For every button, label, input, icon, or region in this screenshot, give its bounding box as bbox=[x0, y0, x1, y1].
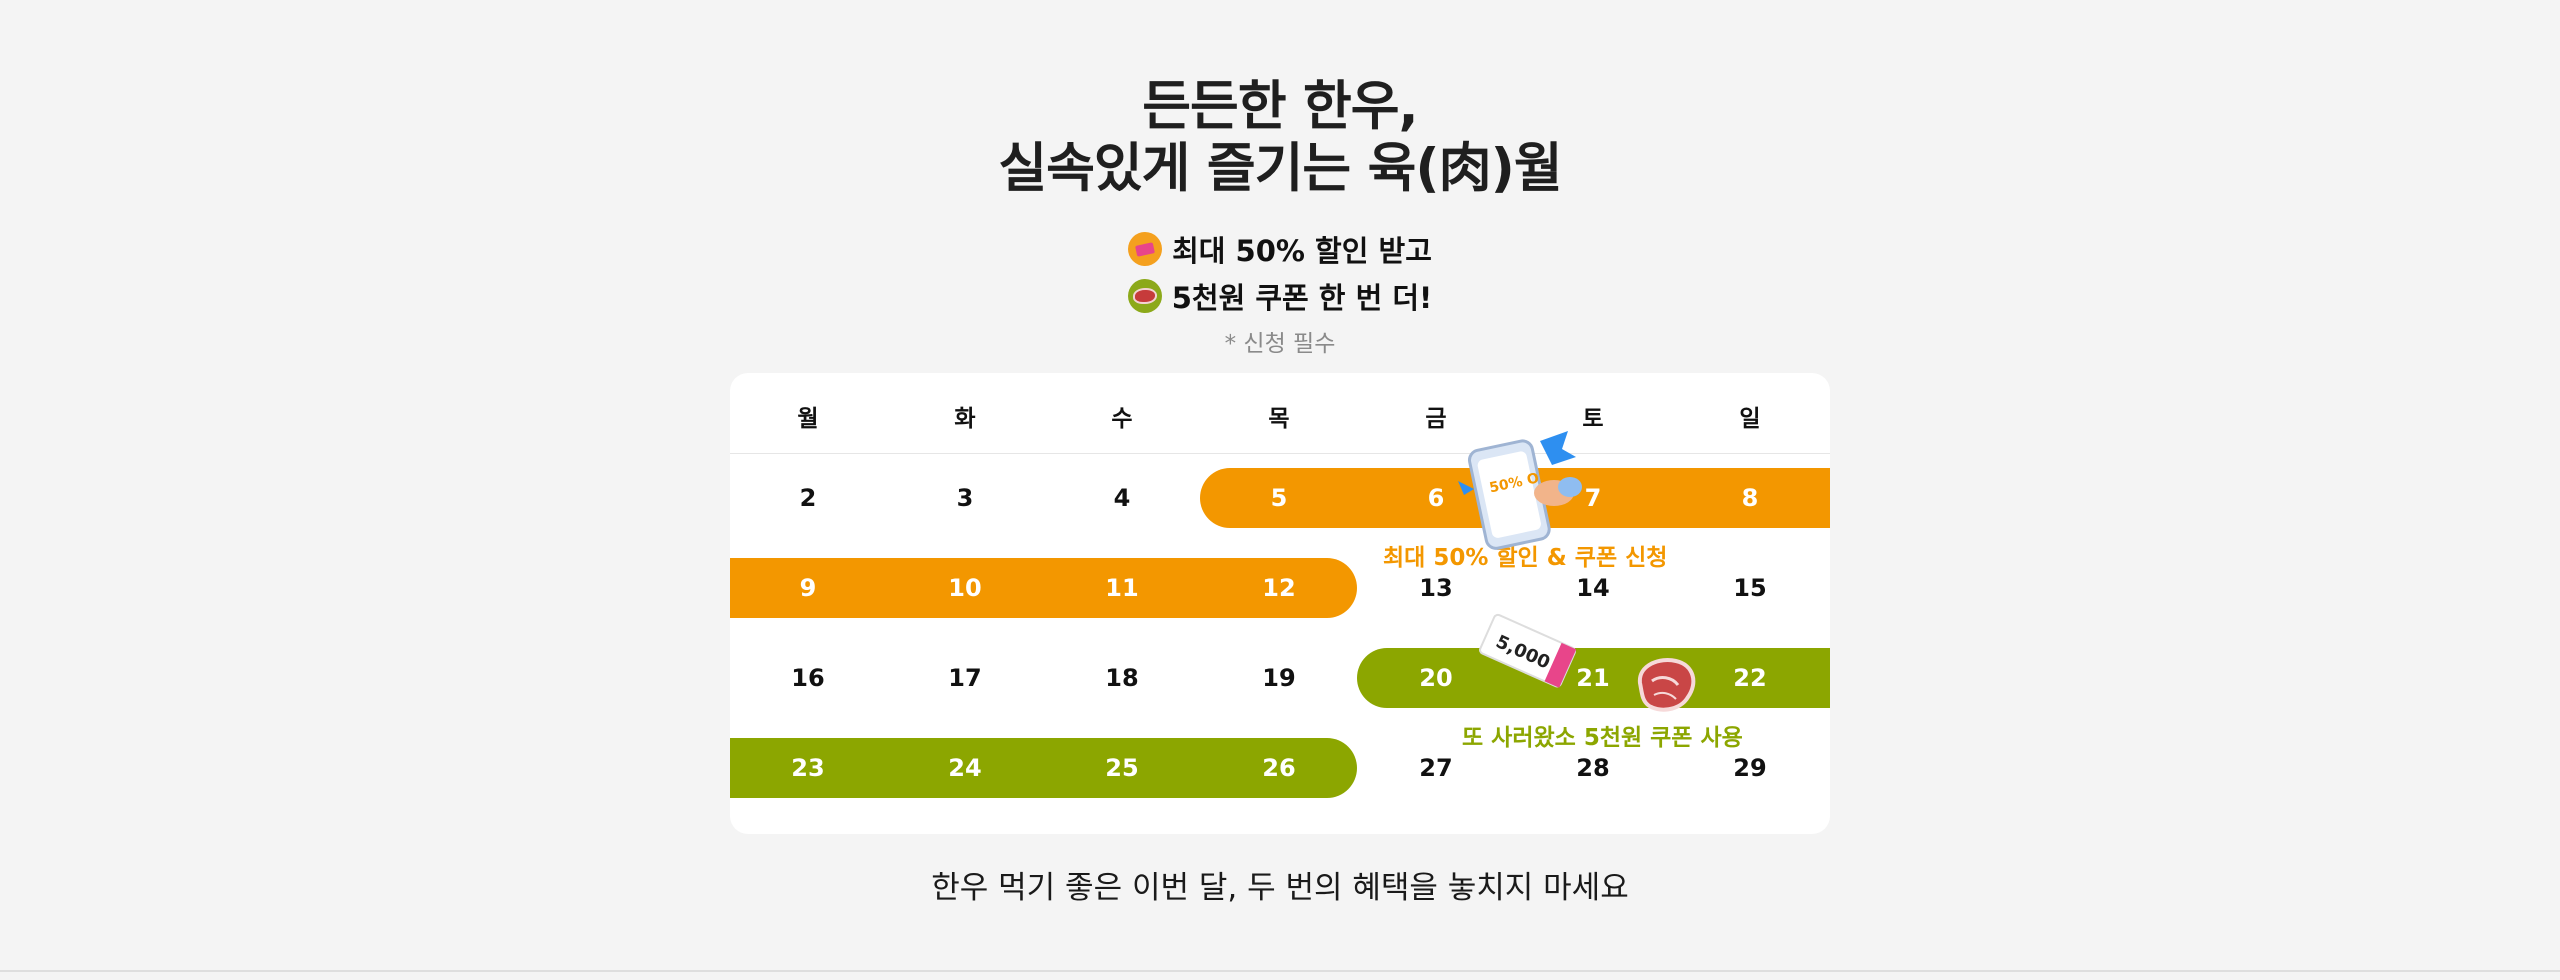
discount-period-band-continued bbox=[730, 558, 1357, 618]
discount-period-caption: 최대 50% 할인 & 쿠폰 신청 bbox=[1383, 545, 1668, 571]
weekday-wed: 수 bbox=[1111, 406, 1133, 432]
calendar-day: 18 bbox=[1105, 664, 1139, 692]
page-title: 든든한 한우, 실속있게 즐기는 육(肉)월 bbox=[0, 76, 2560, 200]
calendar-day-highlighted: 20 bbox=[1419, 664, 1453, 692]
weekday-sat: 토 bbox=[1582, 406, 1604, 432]
weekday-fri: 금 bbox=[1425, 406, 1447, 432]
application-required-note: * 신청 필수 bbox=[1224, 331, 1336, 357]
calendar-day-highlighted: 7 bbox=[1584, 484, 1602, 512]
hanwoo-meat-icon bbox=[1637, 658, 1696, 712]
calendar-day-highlighted: 8 bbox=[1741, 484, 1759, 512]
benefit-discount-text: 최대 50% 할인 받고 bbox=[1172, 234, 1432, 268]
calendar-day-highlighted: 5 bbox=[1270, 484, 1288, 512]
coupon-period-band bbox=[1357, 648, 1830, 708]
title-line-2: 실속있게 즐기는 육(肉)월 bbox=[998, 138, 1562, 199]
benefit-coupon-text: 5천원 쿠폰 한 번 더! bbox=[1171, 281, 1433, 315]
calendar-day-highlighted: 23 bbox=[791, 754, 825, 782]
title-line-1: 든든한 한우, bbox=[1142, 76, 1418, 137]
calendar-day: 28 bbox=[1576, 754, 1610, 782]
phone-coupon-icon: 50% OFF bbox=[1458, 431, 1582, 550]
calendar-day-highlighted: 25 bbox=[1105, 754, 1139, 782]
weekday-mon: 월 bbox=[797, 406, 819, 432]
calendar-day: 17 bbox=[948, 664, 982, 692]
calendar-day-highlighted: 26 bbox=[1262, 754, 1296, 782]
benefit-coupon: 5천원 쿠폰 한 번 더! bbox=[0, 275, 2560, 317]
calendar-day: 4 bbox=[1113, 484, 1131, 512]
calendar-day: 2 bbox=[799, 484, 817, 512]
weekday-sun: 일 bbox=[1739, 406, 1761, 432]
benefit-discount: 최대 50% 할인 받고 bbox=[0, 228, 2560, 270]
calendar-day-highlighted: 10 bbox=[948, 574, 982, 602]
calendar-day-highlighted: 21 bbox=[1576, 664, 1610, 692]
coupon-period-band-continued bbox=[730, 738, 1357, 798]
divider bbox=[0, 970, 2560, 972]
calendar-day: 15 bbox=[1733, 574, 1767, 602]
meat-icon bbox=[1127, 279, 1162, 313]
event-calendar: 월 화 수 목 금 토 일 2 3 4 5 6 7 8 9 10 11 12 1… bbox=[730, 373, 1830, 834]
discount-tag-icon bbox=[1128, 232, 1163, 266]
calendar-day: 14 bbox=[1576, 574, 1610, 602]
calendar-day: 13 bbox=[1419, 574, 1453, 602]
calendar-day-highlighted: 11 bbox=[1105, 574, 1139, 602]
calendar-day-highlighted: 6 bbox=[1427, 484, 1445, 512]
footer-message: 한우 먹기 좋은 이번 달, 두 번의 혜택을 놓치지 마세요 bbox=[931, 870, 1629, 906]
calendar-day-highlighted: 9 bbox=[799, 574, 817, 602]
calendar-day: 3 bbox=[956, 484, 974, 512]
calendar-day: 29 bbox=[1733, 754, 1767, 782]
weekday-thu: 목 bbox=[1268, 406, 1290, 432]
calendar-day-highlighted: 24 bbox=[948, 754, 982, 782]
coupon-period-caption: 또 사러왔소 5천원 쿠폰 사용 bbox=[1462, 725, 1743, 751]
calendar-day-highlighted: 22 bbox=[1733, 664, 1767, 692]
calendar-day: 27 bbox=[1419, 754, 1453, 782]
calendar-day: 19 bbox=[1262, 664, 1296, 692]
calendar-day-highlighted: 12 bbox=[1262, 574, 1296, 602]
coupon-ticket-icon: 5,000 bbox=[1479, 613, 1577, 688]
weekday-header: 월 화 수 목 금 토 일 bbox=[730, 373, 1830, 454]
calendar-day: 16 bbox=[791, 664, 825, 692]
weekday-tue: 화 bbox=[954, 406, 976, 432]
